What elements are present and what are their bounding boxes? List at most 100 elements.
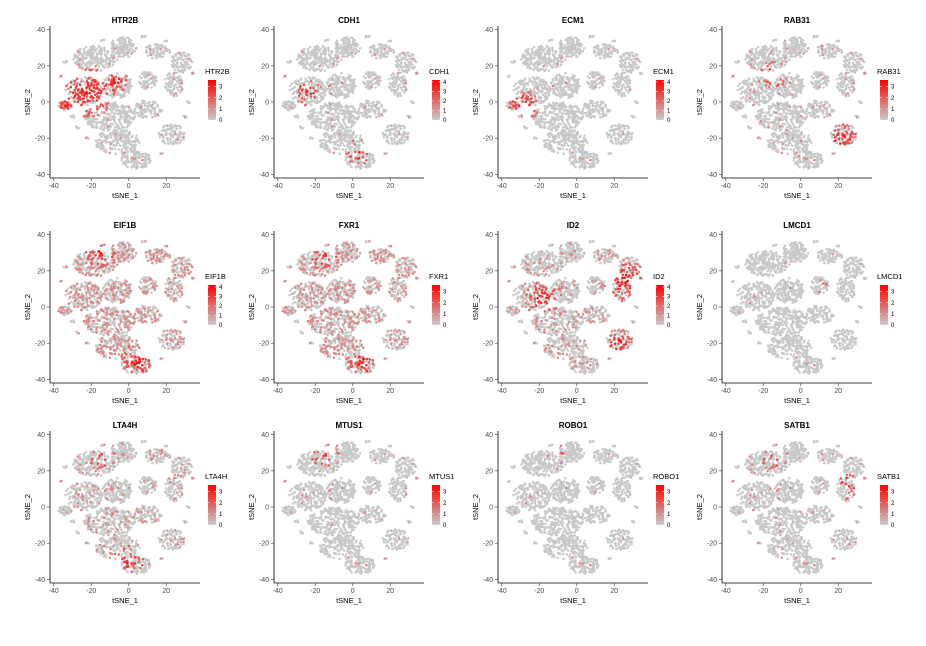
cell-point bbox=[353, 85, 356, 88]
cell-point bbox=[124, 79, 127, 82]
cell-point bbox=[322, 121, 325, 124]
cell-point bbox=[372, 83, 375, 86]
cell-point bbox=[324, 148, 327, 151]
cell-point bbox=[298, 94, 301, 97]
cell-point bbox=[113, 54, 116, 57]
cell-point bbox=[345, 84, 348, 87]
cell-point bbox=[108, 62, 111, 64]
cell-point bbox=[87, 137, 90, 140]
cell-point bbox=[93, 84, 96, 87]
cell-point bbox=[307, 49, 310, 52]
cell-point bbox=[151, 57, 154, 60]
cell-point bbox=[338, 81, 341, 84]
cell-point bbox=[107, 125, 110, 128]
cell-point bbox=[556, 60, 559, 63]
cell-point bbox=[109, 143, 112, 146]
cell-point bbox=[144, 152, 147, 155]
cell-point bbox=[175, 92, 178, 95]
cell-point bbox=[79, 91, 82, 94]
cell-point bbox=[341, 124, 344, 127]
cell-point bbox=[117, 131, 120, 134]
cell-point bbox=[319, 139, 322, 142]
cell-point bbox=[308, 80, 311, 83]
cell-point bbox=[625, 89, 628, 92]
cell-point bbox=[181, 59, 184, 62]
cell-point bbox=[70, 86, 73, 89]
cell-point bbox=[116, 113, 119, 116]
cell-point bbox=[309, 77, 312, 80]
cell-point bbox=[348, 111, 351, 114]
cell-point bbox=[349, 119, 352, 122]
cell-point bbox=[132, 140, 135, 143]
cell-point bbox=[365, 100, 368, 103]
cell-point bbox=[387, 125, 390, 128]
cell-point bbox=[133, 150, 136, 153]
cell-point bbox=[179, 133, 182, 136]
cell-point bbox=[402, 75, 405, 78]
cell-point bbox=[64, 100, 67, 103]
cell-point bbox=[144, 71, 147, 74]
cell-point bbox=[515, 88, 518, 91]
cell-point bbox=[104, 78, 107, 81]
cell-point bbox=[391, 140, 394, 143]
cell-point bbox=[575, 79, 578, 82]
cell-point bbox=[120, 123, 123, 126]
cell-point bbox=[111, 111, 114, 114]
cell-point bbox=[564, 72, 567, 75]
cell-point bbox=[633, 61, 636, 64]
cell-point bbox=[601, 82, 604, 85]
cell-point bbox=[137, 106, 140, 109]
cell-point bbox=[140, 114, 143, 117]
cell-point bbox=[554, 87, 557, 90]
cell-point bbox=[595, 74, 598, 77]
cell-point bbox=[395, 143, 398, 146]
cell-point bbox=[119, 109, 122, 112]
cell-point bbox=[351, 135, 354, 138]
cell-point bbox=[371, 46, 374, 49]
x-tick-label: 20 bbox=[386, 183, 394, 190]
cell-point bbox=[401, 89, 404, 92]
cell-point bbox=[337, 51, 340, 54]
cell-point bbox=[342, 118, 345, 121]
cell-point bbox=[527, 48, 530, 51]
cell-point bbox=[328, 53, 331, 56]
cell-point bbox=[89, 108, 92, 111]
cell-point bbox=[365, 159, 368, 162]
cell-point bbox=[180, 64, 183, 67]
cell-point bbox=[372, 78, 375, 81]
cell-point bbox=[320, 83, 323, 86]
cell-point bbox=[402, 86, 405, 89]
cell-point bbox=[70, 115, 73, 118]
cell-point bbox=[96, 99, 99, 102]
cell-point bbox=[100, 40, 103, 43]
cell-point bbox=[103, 127, 106, 130]
cell-point bbox=[376, 107, 379, 110]
legend-tick-label: 4 bbox=[443, 80, 447, 86]
cell-point bbox=[142, 102, 145, 105]
cell-point bbox=[591, 80, 594, 83]
cell-point bbox=[164, 133, 167, 136]
cell-point bbox=[384, 109, 387, 112]
cell-point bbox=[332, 62, 335, 64]
cell-point bbox=[127, 52, 129, 55]
cell-point bbox=[308, 102, 311, 105]
cell-point bbox=[580, 43, 583, 46]
cell-point bbox=[327, 127, 330, 130]
cell-point bbox=[324, 57, 327, 60]
cell-point bbox=[544, 87, 547, 90]
cell-point bbox=[117, 124, 120, 127]
cell-point bbox=[185, 63, 188, 66]
cell-point bbox=[336, 57, 339, 60]
cell-point bbox=[92, 102, 95, 105]
panel-title: CDH1 bbox=[338, 16, 360, 25]
cell-point bbox=[303, 96, 306, 99]
cell-point bbox=[348, 54, 351, 57]
cell-point bbox=[337, 118, 340, 121]
cell-point bbox=[346, 56, 349, 59]
cell-point bbox=[101, 121, 104, 124]
cell-point bbox=[535, 53, 538, 56]
cell-point bbox=[318, 118, 321, 121]
cell-point bbox=[99, 128, 102, 131]
y-tick-label: 20 bbox=[261, 63, 269, 70]
cell-point bbox=[617, 73, 620, 76]
